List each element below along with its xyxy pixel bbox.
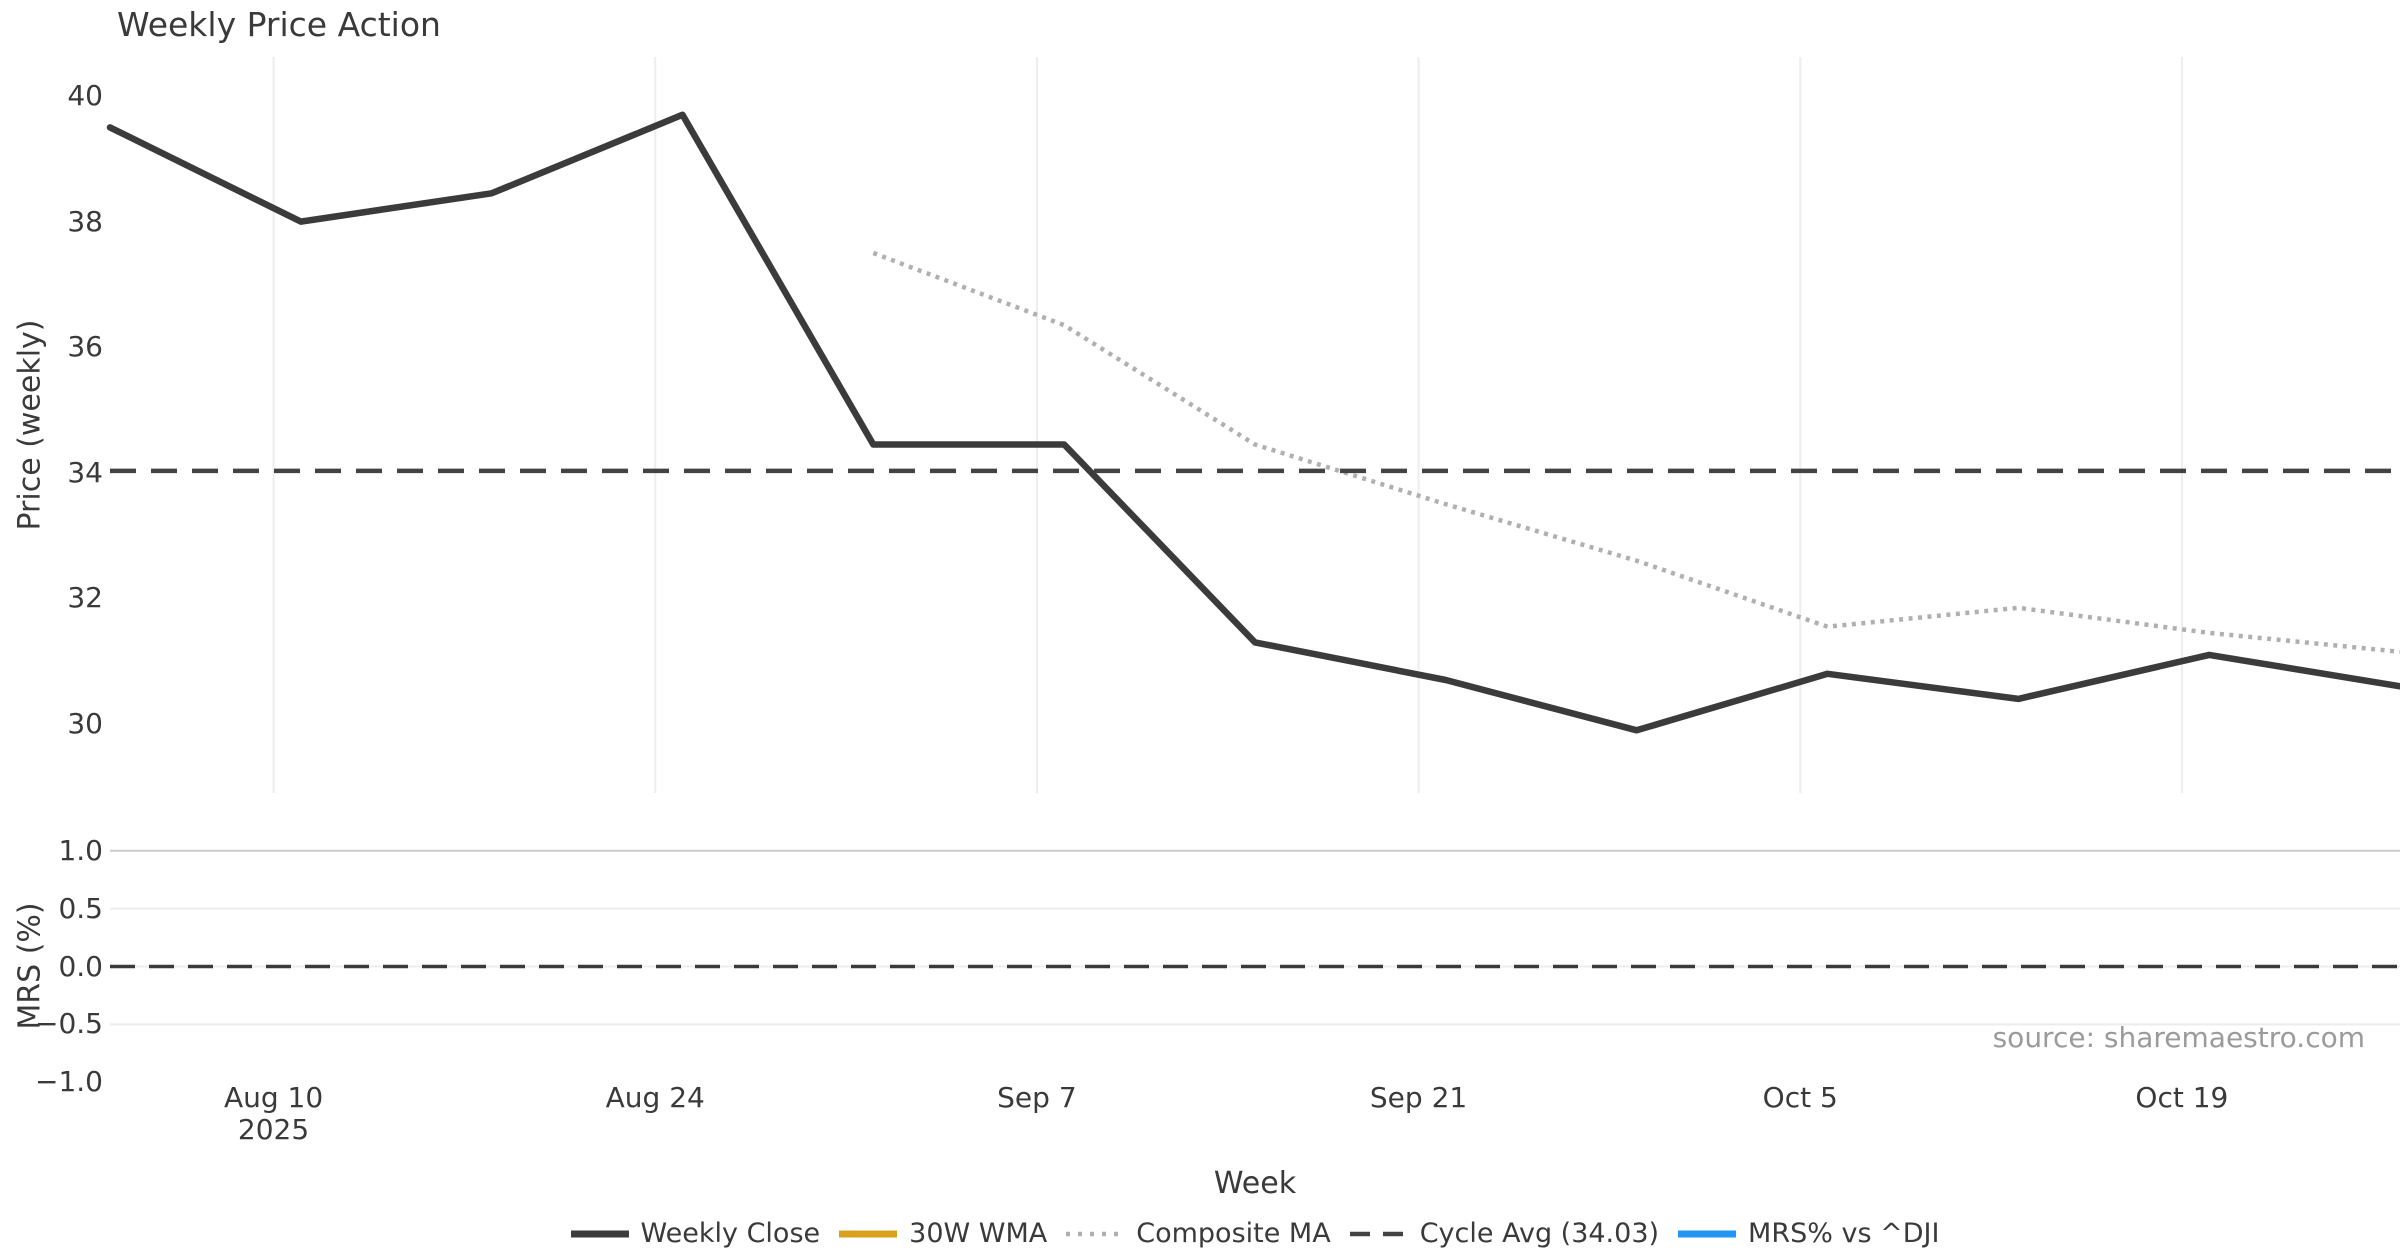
x-tick-oct-5: Oct 5 bbox=[1762, 1081, 1838, 1114]
x-tick-oct-19: Oct 19 bbox=[2135, 1081, 2229, 1114]
legend-item-mrs-vs-dji: MRS% vs ^DJI bbox=[1678, 1218, 1939, 1249]
mrs-y-tick-0-5: −0.5 bbox=[35, 1007, 103, 1041]
legend-label: MRS% vs ^DJI bbox=[1748, 1218, 1940, 1249]
source-note: source: sharemaestro.com bbox=[1992, 1021, 2365, 1054]
legend-item-composite-ma: Composite MA bbox=[1066, 1218, 1331, 1249]
mrs-y-tick-1-0: 1.0 bbox=[58, 833, 103, 867]
legend-solid-line-icon bbox=[839, 1230, 898, 1237]
x-axis-label: Week bbox=[1213, 1166, 1297, 1201]
mrs-y-tick-1-0: −1.0 bbox=[35, 1065, 103, 1099]
mrs-y-tick-0-5: 0.5 bbox=[58, 891, 103, 925]
legend-solid-line-icon bbox=[1678, 1230, 1737, 1237]
x-tick-sep-21: Sep 21 bbox=[1369, 1081, 1468, 1114]
price-y-tick-40: 40 bbox=[67, 79, 103, 112]
price-y-tick-38: 38 bbox=[67, 204, 103, 238]
chart-title: Weekly Price Action bbox=[117, 5, 441, 44]
legend-item-30w-wma: 30W WMA bbox=[839, 1218, 1047, 1249]
x-tick-aug-10: Aug 10 bbox=[223, 1081, 324, 1114]
series-composite-ma bbox=[872, 250, 2400, 655]
legend-dashed-line-icon bbox=[1349, 1231, 1408, 1236]
legend-label: Weekly Close bbox=[640, 1218, 821, 1249]
x-tick-sep-7: Sep 7 bbox=[997, 1081, 1077, 1114]
x-tick-year: 2025 bbox=[237, 1113, 310, 1146]
legend-item-weekly-close: Weekly Close bbox=[570, 1218, 821, 1249]
legend-label: Composite MA bbox=[1136, 1218, 1331, 1249]
legend-label: 30W WMA bbox=[909, 1218, 1048, 1249]
legend-label: Cycle Avg (34.03) bbox=[1419, 1218, 1660, 1249]
legend-item-cycle-avg-34-03: Cycle Avg (34.03) bbox=[1349, 1218, 1660, 1249]
mrs-y-tick-0-0: 0.0 bbox=[58, 949, 103, 983]
price-y-tick-32: 32 bbox=[67, 581, 103, 615]
price-y-tick-36: 36 bbox=[67, 330, 103, 364]
price-y-tick-34: 34 bbox=[67, 455, 103, 489]
price-y-tick-30: 30 bbox=[67, 707, 103, 740]
x-tick-aug-24: Aug 24 bbox=[605, 1081, 705, 1114]
legend: Weekly Close 30W WMA Composite MA Cycle Avg… bbox=[110, 1218, 2400, 1249]
legend-solid-line-icon bbox=[570, 1230, 629, 1237]
series-weekly-close bbox=[106, 111, 2400, 734]
legend-dotted-line-icon bbox=[1066, 1231, 1125, 1236]
